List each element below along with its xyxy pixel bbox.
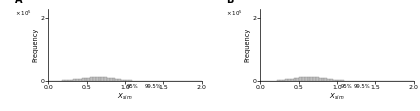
Text: $\times\,10^5$: $\times\,10^5$ (15, 9, 31, 18)
Bar (129, 80, 132, 81)
Bar (288, 79, 291, 81)
Bar (330, 79, 333, 81)
Bar (299, 77, 302, 81)
Bar (327, 79, 330, 81)
Bar (283, 80, 285, 81)
Text: 95%: 95% (127, 84, 139, 89)
Bar (310, 77, 313, 81)
Bar (68, 80, 71, 81)
Bar (65, 80, 68, 81)
Bar (79, 79, 82, 81)
Y-axis label: Frequency: Frequency (33, 28, 39, 62)
Y-axis label: Frequency: Frequency (244, 28, 251, 62)
Bar (277, 80, 280, 81)
Bar (297, 78, 299, 81)
Text: B: B (226, 0, 234, 5)
Bar (305, 77, 307, 81)
Bar (62, 80, 65, 81)
Bar (82, 78, 84, 81)
Text: 95%: 95% (341, 84, 353, 89)
Bar (324, 78, 327, 81)
Text: 99.5%: 99.5% (144, 84, 161, 89)
Text: $\times\,10^5$: $\times\,10^5$ (226, 9, 243, 18)
Bar (126, 80, 129, 81)
Bar (333, 79, 336, 81)
Bar (307, 77, 310, 81)
X-axis label: $X_{sim}$: $X_{sim}$ (117, 92, 133, 102)
Bar (285, 79, 288, 81)
Bar (123, 80, 126, 81)
Bar (104, 77, 107, 81)
Bar (336, 80, 339, 81)
Text: A: A (15, 0, 22, 5)
Bar (319, 78, 322, 81)
Bar (74, 79, 76, 81)
Bar (291, 79, 294, 81)
Bar (113, 78, 116, 81)
Bar (76, 79, 79, 81)
Bar (101, 77, 104, 81)
Bar (107, 78, 110, 81)
Bar (322, 78, 324, 81)
Bar (316, 77, 319, 81)
Bar (90, 77, 93, 81)
X-axis label: $X_{sim}$: $X_{sim}$ (329, 92, 345, 102)
Bar (116, 79, 118, 81)
Bar (118, 79, 121, 81)
Bar (87, 77, 90, 81)
Bar (274, 80, 277, 81)
Bar (99, 77, 101, 81)
Bar (313, 77, 316, 81)
Bar (84, 78, 87, 81)
Bar (294, 78, 297, 81)
Bar (110, 78, 113, 81)
Bar (341, 80, 344, 81)
Bar (280, 80, 283, 81)
Bar (121, 79, 123, 81)
Bar (339, 80, 341, 81)
Text: 99.5%: 99.5% (354, 84, 370, 89)
Bar (96, 77, 99, 81)
Bar (302, 77, 305, 81)
Bar (93, 77, 96, 81)
Bar (71, 80, 74, 81)
